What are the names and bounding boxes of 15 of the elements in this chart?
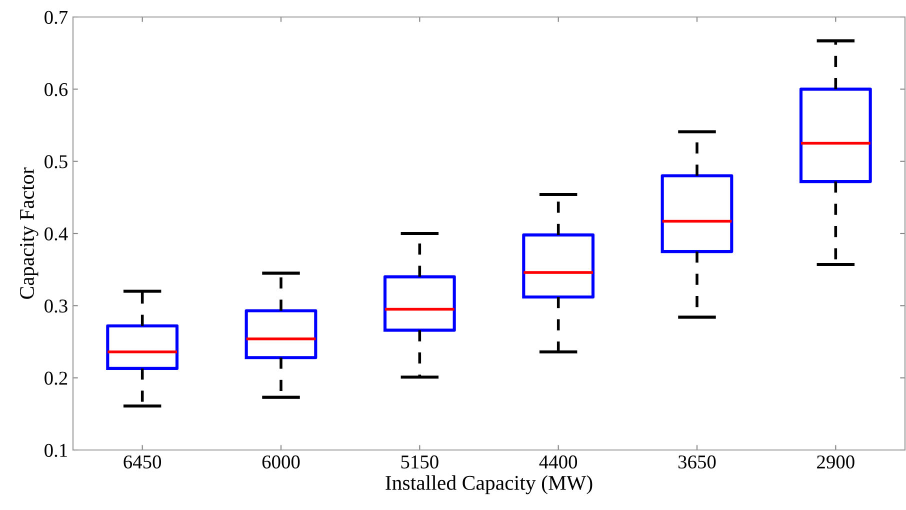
x-tick-label: 2900 — [817, 455, 854, 469]
y-tick-label: 0.7 — [44, 10, 68, 24]
x-tick-label: 6000 — [262, 455, 300, 469]
x-axis-title: Installed Capacity (MW) — [386, 475, 592, 494]
x-tick-label: 5150 — [401, 455, 438, 469]
x-tick-label: 4400 — [539, 455, 578, 469]
x-tick-label: 6450 — [124, 455, 162, 469]
y-tick-label: 0.6 — [44, 82, 68, 96]
y-tick-label: 0.2 — [44, 372, 68, 385]
y-axis-title: Capacity Factor — [20, 167, 38, 299]
y-tick-label: 0.3 — [44, 299, 68, 313]
x-tick-label: 3650 — [678, 455, 716, 469]
y-tick-label: 0.1 — [44, 444, 67, 458]
y-tick-label: 0.4 — [44, 227, 68, 241]
y-tick-label: 0.5 — [44, 155, 68, 168]
